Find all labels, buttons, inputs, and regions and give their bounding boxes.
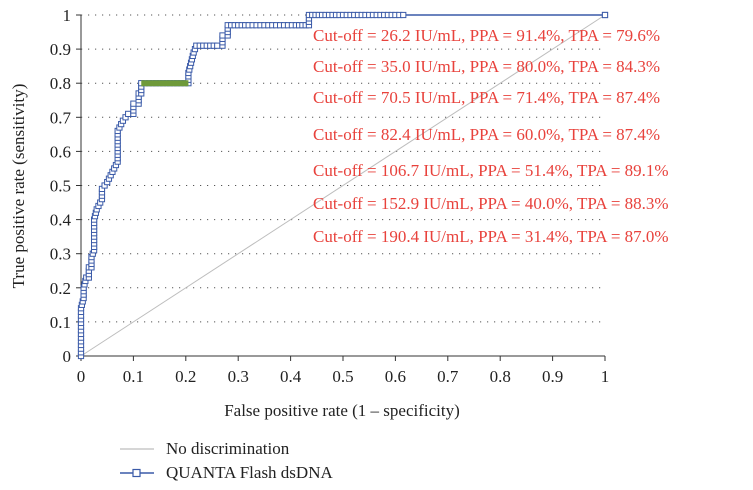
annotation-layer: Cut-off = 26.2 IU/mL, PPA = 91.4%, TPA =…	[313, 26, 669, 246]
legend-label: QUANTA Flash dsDNA	[166, 463, 333, 482]
y-tick-label: 0.3	[50, 245, 71, 264]
legend-line-square-marker-icon	[120, 468, 154, 478]
cutoff-annotation: Cut-off = 152.9 IU/mL, PPA = 40.0%, TPA …	[313, 194, 669, 213]
data-point-marker	[214, 42, 221, 49]
data-point-marker	[219, 32, 226, 39]
series-layer	[77, 11, 609, 360]
y-tick-label: 0.6	[50, 142, 71, 161]
cutoff-annotation: Cut-off = 82.4 IU/mL, PPA = 60.0%, TPA =…	[313, 125, 660, 144]
x-tick-label: 0	[77, 367, 86, 386]
x-tick-label: 0.5	[332, 367, 353, 386]
y-axis-label: True positive rate (sensitivity)	[9, 84, 28, 289]
y-tick-label: 0.1	[50, 313, 71, 332]
cutoff-annotation: Cut-off = 106.7 IU/mL, PPA = 51.4%, TPA …	[313, 161, 669, 180]
y-tick-label: 0.8	[50, 74, 71, 93]
data-point-marker	[125, 110, 132, 117]
legend-item-quanta-flash: QUANTA Flash dsDNA	[120, 462, 333, 484]
axes: 0 0.1 0.2 0.3 0.4 0.5 0.6 0.7 0.8 0.9 1 0 0.1 0.2 0.3 0…	[50, 6, 610, 386]
x-tick-label: 0.1	[123, 367, 144, 386]
x-tick-label: 0.8	[490, 367, 511, 386]
cutoff-annotation: Cut-off = 70.5 IU/mL, PPA = 71.4%, TPA =…	[313, 88, 660, 107]
y-tick-label: 1	[63, 6, 72, 25]
data-point-marker	[601, 11, 609, 19]
y-tick-label: 0.2	[50, 279, 71, 298]
y-tick-label: 0.5	[50, 177, 71, 196]
cutoff-annotation: Cut-off = 26.2 IU/mL, PPA = 91.4%, TPA =…	[313, 26, 660, 45]
legend-label: No discrimination	[166, 439, 290, 458]
y-tick-label: 0	[63, 347, 72, 366]
x-tick-label: 1	[601, 367, 610, 386]
data-point-marker	[400, 11, 407, 19]
legend-line-gray-icon	[120, 448, 154, 450]
x-tick-label: 0.6	[385, 367, 406, 386]
series-line-no-discrimination	[80, 14, 606, 357]
x-tick-label: 0.4	[280, 367, 302, 386]
y-tick-label: 0.4	[50, 211, 72, 230]
x-axis-label: False positive rate (1 – specificity)	[224, 401, 460, 420]
y-tick-label: 0.7	[50, 108, 72, 127]
legend-item-no-discrimination: No discrimination	[120, 438, 289, 460]
cutoff-annotation: Cut-off = 190.4 IU/mL, PPA = 31.4%, TPA …	[313, 227, 669, 246]
x-tick-label: 0.9	[542, 367, 563, 386]
x-tick-label: 0.2	[175, 367, 196, 386]
cutoff-annotation: Cut-off = 35.0 IU/mL, PPA = 80.0%, TPA =…	[313, 57, 660, 76]
x-tick-label: 0.7	[437, 367, 459, 386]
x-tick-label: 0.3	[228, 367, 249, 386]
data-point-marker	[130, 100, 137, 107]
y-tick-label: 0.9	[50, 40, 71, 59]
